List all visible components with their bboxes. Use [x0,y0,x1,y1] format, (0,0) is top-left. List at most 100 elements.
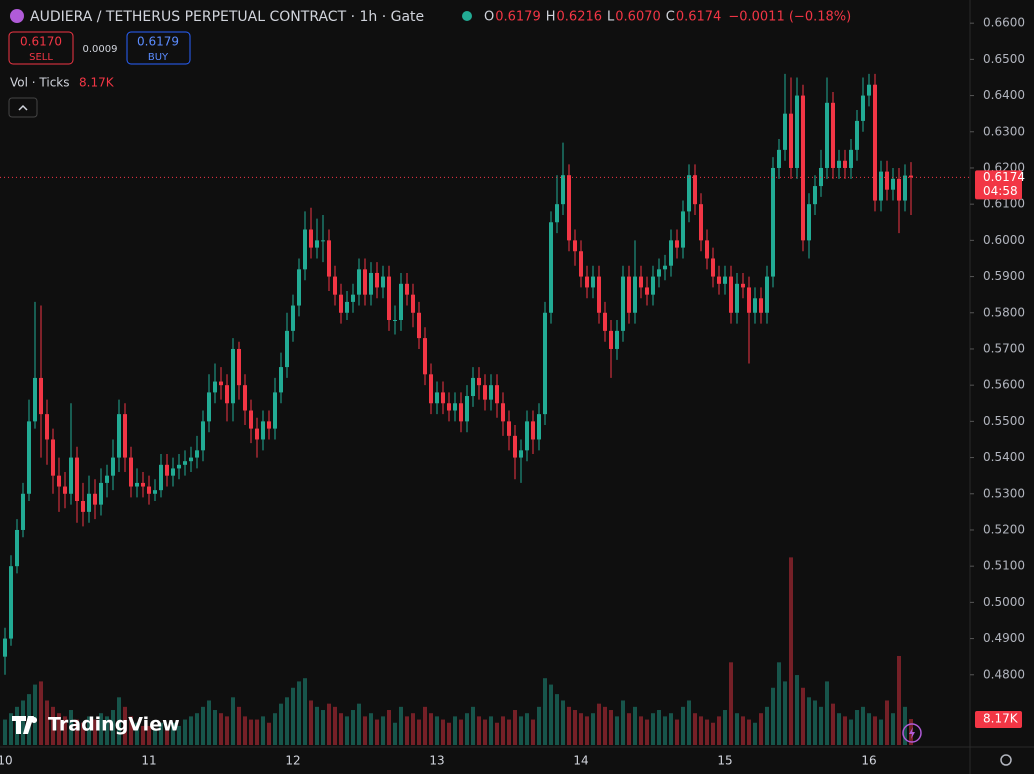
candle-body [513,435,517,458]
y-tick-label: 0.5600 [983,378,1025,392]
candle-body [249,410,253,429]
y-tick-label: 0.6100 [983,197,1025,211]
volume-bar [465,713,469,745]
sell-button[interactable] [8,31,74,65]
volume-label-box [975,711,1022,729]
logo [12,716,38,734]
volume-bar [363,716,367,745]
candle-body [135,482,139,487]
volume-bar [201,706,205,745]
candle-body [273,392,277,429]
sell-price: 0.6170 [20,35,62,49]
candle-body [297,269,301,306]
volume-bar [423,706,427,745]
volume-bar [375,719,379,745]
volume-bar [135,722,139,745]
candle-body [585,276,589,288]
volume-bar [333,706,337,745]
volume-bar [693,713,697,745]
candle-body [597,276,601,313]
candle-body [453,403,457,411]
volume-bar [315,706,319,745]
candle-body [501,403,505,422]
candle-body [531,421,535,440]
buy-price: 0.6179 [137,35,179,49]
volume-bar [795,675,799,745]
candle-body [891,178,895,190]
candle-body [645,287,649,295]
volume-bar [735,713,739,745]
title: AUDIERA / TETHERUS PERPETUAL CONTRACT · … [30,9,424,25]
candle-body [123,414,127,458]
candle-body [441,392,445,404]
volume-bar [429,713,433,745]
candle-body [213,381,217,393]
lightning-button[interactable] [902,723,922,743]
volume-bar [153,729,157,745]
volume-bar [597,703,601,745]
buy-button[interactable] [126,31,191,65]
candle-body [231,348,235,404]
volume-bar [681,706,685,745]
x-tick-label: 10 [0,754,13,768]
ohlc-label: C [666,10,675,25]
candle-body [675,240,679,248]
volume-bar [627,713,631,745]
candle-body [753,298,757,313]
volume-bar [51,706,55,745]
candle-body [765,276,769,313]
candle-body [279,367,283,393]
y-tick-label: 0.6500 [983,52,1025,66]
volume-bar [267,722,271,745]
candle-body [321,240,325,242]
candle-body [483,385,487,400]
candle-body [69,457,73,494]
candle-body [147,486,151,494]
volume-bar [609,710,613,745]
volume-bar [543,678,547,745]
volume-bar [657,710,661,745]
volume-bar [771,687,775,745]
volume-bar [873,716,877,745]
candle-body [333,276,337,295]
volume-bar [219,713,223,745]
candle-body [141,482,145,487]
candle-body [423,338,427,375]
candle-body [873,84,877,201]
volume-bar [111,710,115,745]
candle-body [159,464,163,491]
volume-bar [207,700,211,745]
volume-bar [9,713,13,745]
candle-body [45,414,49,440]
y-tick-label: 0.5500 [983,414,1025,428]
volume-bar [669,713,673,745]
y-tick-label: 0.5200 [983,522,1025,536]
watermark: TradingView [48,714,180,736]
volume-label: 8.17K [983,712,1019,726]
spread: 0.0009 [83,44,118,55]
candle-body [447,403,451,411]
volume-bar [291,687,295,745]
volume-bar [489,716,493,745]
candle-body [57,475,61,487]
candle-body [165,464,169,476]
volume-bar [159,722,163,745]
volume-bar [147,725,151,745]
volume-bar [729,662,733,745]
ohlc-label: L [607,10,615,25]
ohlc-value: 0.6179 [495,10,541,25]
settings-button[interactable] [1000,754,1012,766]
candle-body [285,330,289,368]
volume-bar [645,719,649,745]
volume-bar [87,716,91,745]
candle-body [99,482,103,505]
candle-body [669,240,673,266]
volume-bar [567,706,571,745]
candle-body [75,457,79,502]
volume-bar [885,700,889,745]
volume-bar [573,710,577,745]
collapse-button[interactable] [8,97,38,118]
volume-bar [819,706,823,745]
volume-bar [255,719,259,745]
